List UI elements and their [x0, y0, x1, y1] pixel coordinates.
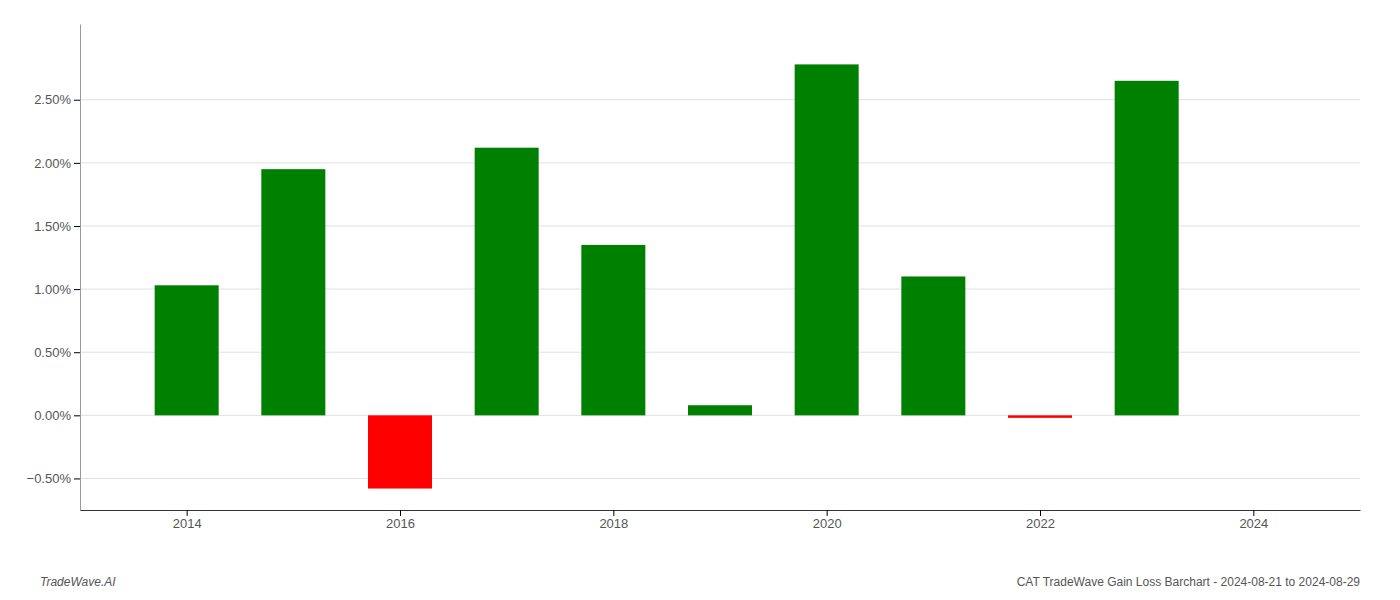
- bar: [155, 285, 219, 415]
- y-tick-mark: [74, 100, 80, 101]
- x-tick-label: 2022: [1026, 516, 1055, 531]
- x-tick-label: 2020: [813, 516, 842, 531]
- y-tick: 1.50%: [34, 219, 80, 234]
- bar: [1115, 81, 1179, 416]
- x-tick-label: 2014: [173, 516, 202, 531]
- y-tick-label: 0.00%: [34, 408, 71, 423]
- y-tick-label: 1.50%: [34, 219, 71, 234]
- bar: [581, 245, 645, 415]
- y-tick-label: 2.00%: [34, 156, 71, 171]
- bars: [155, 64, 1179, 488]
- y-tick-mark: [74, 478, 80, 479]
- x-tick: 2014: [173, 510, 202, 531]
- y-axis-line: [80, 25, 81, 511]
- y-tick-mark: [74, 289, 80, 290]
- x-tick: 2024: [1239, 510, 1268, 531]
- bar: [795, 64, 859, 415]
- y-tick: 2.50%: [34, 92, 80, 107]
- y-axis: −0.50% 0.00% 0.50% 1.00% 1.50% 2.00% 2.50%: [27, 25, 81, 511]
- x-tick-mark: [187, 510, 188, 516]
- bar: [1008, 415, 1072, 418]
- x-tick-label: 2016: [386, 516, 415, 531]
- y-tick: 0.50%: [34, 345, 80, 360]
- y-tick-label: −0.50%: [27, 471, 72, 486]
- y-tick-mark: [74, 352, 80, 353]
- x-tick: 2016: [386, 510, 415, 531]
- plot: −0.50% 0.00% 0.50% 1.00% 1.50% 2.00% 2.50% 2014…: [27, 25, 1361, 532]
- x-axis-line: [81, 510, 1361, 511]
- x-tick: 2018: [599, 510, 628, 531]
- x-tick-label: 2018: [599, 516, 628, 531]
- x-axis: 2014 2016 2018 2020 2022 2024: [81, 510, 1361, 531]
- y-tick-mark: [74, 226, 80, 227]
- x-tick: 2022: [1026, 510, 1055, 531]
- y-tick: 2.00%: [34, 156, 80, 171]
- bar: [688, 405, 752, 415]
- bar: [261, 169, 325, 415]
- grid-line: [80, 478, 1360, 479]
- y-tick: 1.00%: [34, 282, 80, 297]
- title: CAT TradeWave Gain Loss Barchart - 2024-…: [1017, 575, 1361, 589]
- y-tick-label: 0.50%: [34, 345, 71, 360]
- x-tick-label: 2024: [1239, 516, 1268, 531]
- y-tick-label: 1.00%: [34, 282, 71, 297]
- x-tick-mark: [400, 510, 401, 516]
- x-tick-mark: [613, 510, 614, 516]
- y-tick: −0.50%: [27, 471, 80, 486]
- chart: −0.50% 0.00% 0.50% 1.00% 1.50% 2.00% 2.50% 2014…: [0, 0, 1400, 600]
- x-tick: 2020: [813, 510, 842, 531]
- y-tick-label: 2.50%: [34, 92, 71, 107]
- annotation: TradeWave.AI: [40, 575, 116, 589]
- x-tick-mark: [1253, 510, 1254, 516]
- y-tick-mark: [74, 415, 80, 416]
- bar: [368, 415, 432, 488]
- x-tick-mark: [827, 510, 828, 516]
- y-tick-mark: [74, 163, 80, 164]
- y-tick: 0.00%: [34, 408, 80, 423]
- x-tick-mark: [1040, 510, 1041, 516]
- bar: [901, 276, 965, 415]
- bar: [475, 148, 539, 416]
